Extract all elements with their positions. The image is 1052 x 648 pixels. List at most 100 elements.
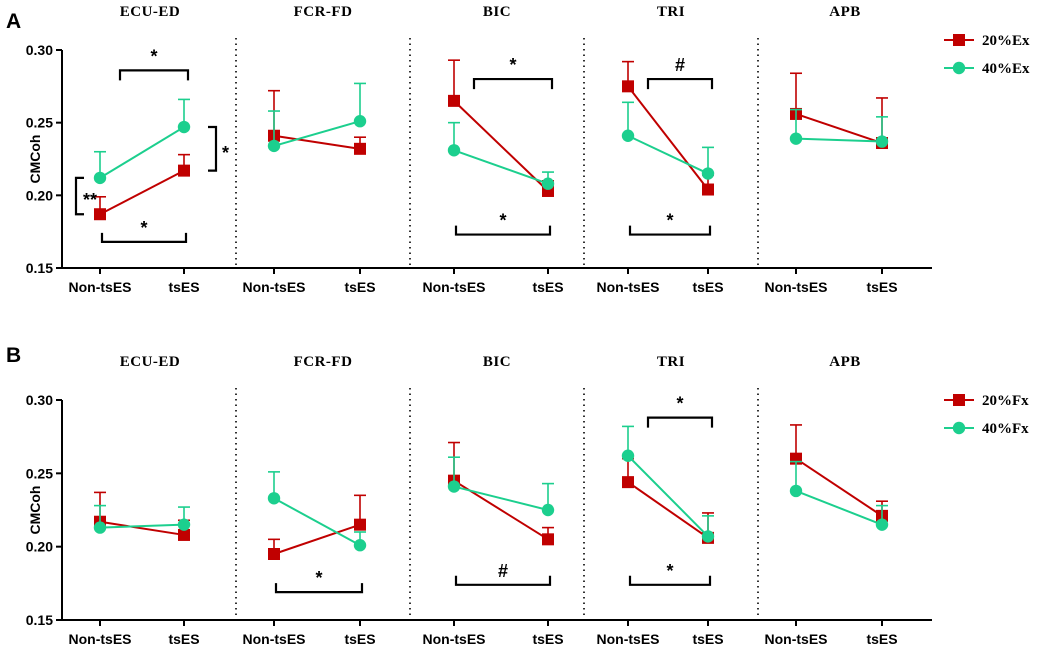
significance-marker: ** (83, 190, 97, 210)
x-tick-label: Non-tsES (597, 279, 660, 295)
panel-label: A (6, 10, 21, 33)
y-tick-label: 0.15 (26, 612, 53, 628)
data-point-square (94, 208, 106, 221)
significance-annotation: * (646, 394, 714, 428)
x-tick-label: Non-tsES (243, 631, 306, 647)
series-20pctex (790, 72, 888, 150)
x-tick-label: Non-tsES (423, 631, 486, 647)
series-line (453, 149, 549, 185)
muscle-group-apb: APB Non-tsES tsES (765, 354, 898, 647)
series-line (627, 455, 709, 538)
muscle-group-fcr-fd: FCR-FD Non-tsES tsES (243, 4, 376, 295)
y-tick-label: 0.30 (26, 392, 53, 408)
series-line (795, 137, 883, 143)
series-20pctex (622, 60, 714, 196)
x-tick-label: Non-tsES (423, 279, 486, 295)
data-point-circle (541, 177, 555, 190)
data-point-circle (541, 503, 555, 517)
data-point-circle (267, 139, 281, 153)
series-line (273, 497, 361, 547)
significance-annotation: * (118, 46, 190, 81)
series-20pctex (448, 59, 554, 197)
legend-label: 40%Fx (982, 421, 1029, 437)
x-tick-label: tsES (692, 279, 723, 295)
data-point-circle (701, 530, 715, 543)
series-40pctex (447, 121, 555, 190)
muscle-group-tri: TRI Non-tsES tsES (597, 354, 724, 647)
x-tick-label: tsES (532, 279, 563, 295)
significance-marker: * (140, 218, 147, 238)
significance-marker: * (315, 568, 322, 588)
series-40pctfx (621, 425, 715, 543)
x-tick-label: tsES (692, 631, 723, 647)
series-line (627, 134, 709, 175)
bracket-left (74, 176, 84, 216)
significance-annotation: * (628, 561, 712, 586)
data-point-circle (701, 167, 715, 180)
data-point-circle (447, 144, 461, 157)
legend-item: 20%Ex (944, 33, 1030, 49)
significance-annotation: ** (74, 176, 97, 216)
legend-marker-square (953, 394, 965, 406)
muscle-group-ecu-ed: ECU-ED Non-tsES tsES (69, 4, 200, 295)
muscle-title: ECU-ED (120, 4, 181, 20)
legend-marker-square (953, 34, 965, 46)
series-40pctex (621, 101, 715, 180)
series-line (795, 490, 883, 526)
series-line (795, 112, 883, 144)
panel-a: A 0.15 0.20 0.25 0.30 CMCoh ECU-ED Non-tsES tsES… (6, 4, 1030, 295)
x-tick-label: Non-tsES (69, 631, 132, 647)
x-tick-label: Non-tsES (243, 279, 306, 295)
series-line (453, 100, 549, 192)
x-tick-label: tsES (866, 631, 897, 647)
legend-item: 40%Ex (944, 61, 1030, 77)
bracket-bottom (274, 583, 364, 594)
x-tick-label: tsES (168, 631, 199, 647)
panel-b: B 0.15 0.20 0.25 0.30 CMCoh ECU-ED Non-tsES tsES… (6, 344, 1029, 647)
series-line (273, 523, 361, 555)
data-point-circle (621, 449, 635, 462)
x-tick-label: Non-tsES (69, 279, 132, 295)
series-line (99, 169, 185, 216)
data-point-square (178, 528, 190, 541)
data-point-circle (93, 521, 107, 534)
y-tick-label: 0.30 (26, 42, 53, 58)
data-point-circle (621, 129, 635, 142)
muscle-title: BIC (483, 354, 511, 370)
significance-annotation: * (208, 125, 229, 172)
legend-label: 20%Fx (982, 393, 1029, 409)
muscle-title: TRI (657, 4, 685, 20)
data-point-circle (353, 539, 367, 552)
series-line (627, 85, 709, 191)
significance-marker: * (222, 143, 229, 163)
series-40pctex (93, 98, 191, 185)
series-40pctex (789, 108, 889, 148)
significance-annotation: # (646, 55, 714, 90)
significance-annotation: * (454, 211, 552, 236)
muscle-title: TRI (657, 354, 685, 370)
muscle-group-bic: BIC Non-tsES tsES (423, 354, 564, 647)
bracket-bottom (628, 575, 712, 586)
bracket-bottom (628, 225, 712, 236)
data-point-square (702, 183, 714, 196)
series-40pctex (267, 82, 367, 153)
series-line (99, 523, 185, 529)
series-20pctfx (94, 491, 190, 541)
significance-annotation: * (628, 211, 712, 236)
x-tick-label: tsES (532, 631, 563, 647)
significance-annotation: # (454, 561, 552, 586)
data-point-square (622, 476, 634, 489)
muscle-title: APB (829, 354, 861, 370)
series-40pctfx (447, 456, 555, 517)
series-line (453, 485, 549, 511)
significance-annotation: * (274, 568, 364, 594)
significance-marker: # (675, 55, 685, 75)
x-tick-label: Non-tsES (597, 631, 660, 647)
significance-marker: * (509, 55, 516, 75)
y-tick-label: 0.20 (26, 539, 53, 555)
x-tick-label: Non-tsES (765, 279, 828, 295)
series-line (273, 120, 361, 147)
series-line (795, 457, 883, 517)
series-40pctfx (789, 460, 889, 531)
